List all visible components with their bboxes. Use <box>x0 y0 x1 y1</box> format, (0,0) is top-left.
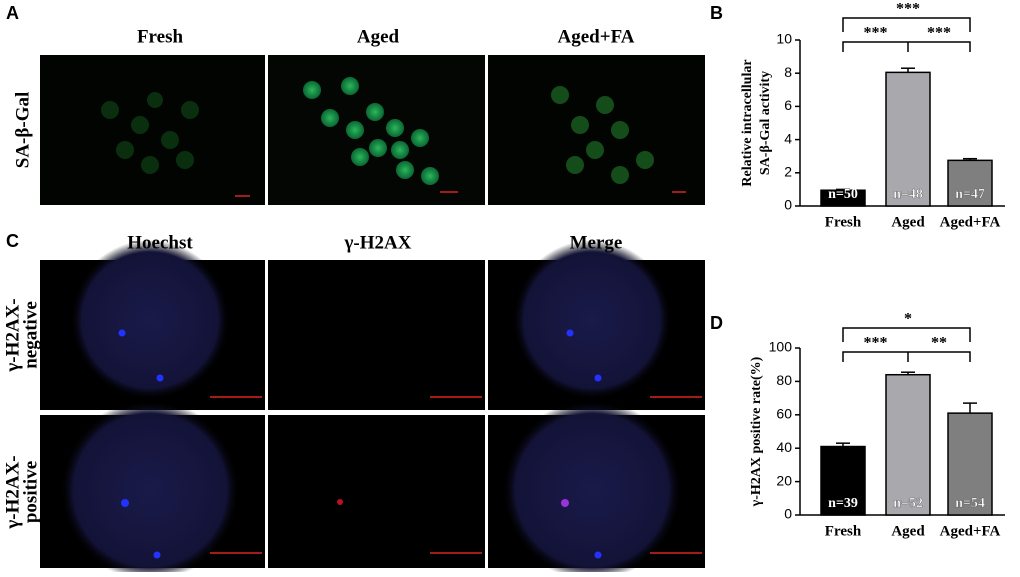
panel-letter: A <box>6 3 19 23</box>
micrographs-a <box>40 55 705 205</box>
y-tick-label: 0 <box>784 197 792 213</box>
y-tick-label: 6 <box>784 97 792 113</box>
significance: *** <box>864 335 888 352</box>
x-tick-label: Aged+FA <box>940 523 1001 539</box>
x-tick-label: Fresh <box>825 523 862 539</box>
bar <box>885 373 931 516</box>
bar <box>947 412 993 516</box>
column-label: Aged+FA <box>558 26 635 47</box>
bar-label: n=47 <box>955 187 985 202</box>
bar <box>947 159 993 207</box>
panel-letter: D <box>710 313 723 333</box>
x-tick-label: Aged+FA <box>940 214 1001 230</box>
bracket <box>842 351 971 362</box>
row-label: γ-H2AX- <box>2 298 23 372</box>
column-label: γ-H2AX <box>344 232 412 253</box>
x-tick-label: Aged <box>891 523 925 539</box>
column-label: Hoechst <box>127 232 193 253</box>
bar <box>820 445 866 516</box>
y-tick-label: 4 <box>784 130 792 146</box>
y-tick-label: 10 <box>776 31 792 47</box>
bar-label: n=48 <box>893 187 923 202</box>
significance: * <box>904 311 912 328</box>
x-tick-label: Aged <box>891 214 925 230</box>
significance: *** <box>896 1 920 18</box>
y-tick-label: 20 <box>776 472 792 488</box>
y-axis-label: Relative intracellular <box>740 59 755 186</box>
row-label: γ-H2AX- <box>2 455 23 529</box>
y-axis-label: γ-H2AX positive rate(%) <box>749 356 764 507</box>
micrographs-c <box>40 240 705 577</box>
bracket <box>842 41 971 52</box>
column-label: Merge <box>570 232 623 253</box>
significance: ** <box>931 335 947 352</box>
bracket <box>842 327 971 342</box>
bar-label: n=50 <box>828 187 858 202</box>
y-axis-label: SA-β-Gal activity <box>758 71 773 175</box>
significance: *** <box>927 25 951 42</box>
bar-label: n=52 <box>893 496 923 511</box>
y-tick-label: 0 <box>784 506 792 522</box>
panel-letter: C <box>6 231 19 251</box>
y-tick-label: 80 <box>776 372 792 388</box>
row-label: positive <box>20 461 41 523</box>
y-tick-label: 2 <box>784 164 792 180</box>
bar <box>885 71 931 207</box>
column-label: Aged <box>357 26 400 47</box>
bar-label: n=54 <box>955 496 985 511</box>
column-label: Fresh <box>137 26 184 47</box>
y-tick-label: 8 <box>784 64 792 80</box>
x-tick-label: Fresh <box>825 214 862 230</box>
bracket <box>842 17 971 32</box>
row-label: SA-β-Gal <box>12 92 33 169</box>
significance: *** <box>864 25 888 42</box>
row-label: negative <box>20 301 41 369</box>
y-tick-label: 60 <box>776 406 792 422</box>
y-tick-label: 40 <box>776 439 792 455</box>
y-tick-label: 100 <box>769 339 793 355</box>
bar-label: n=39 <box>828 496 858 511</box>
panel-letter: B <box>710 3 723 23</box>
